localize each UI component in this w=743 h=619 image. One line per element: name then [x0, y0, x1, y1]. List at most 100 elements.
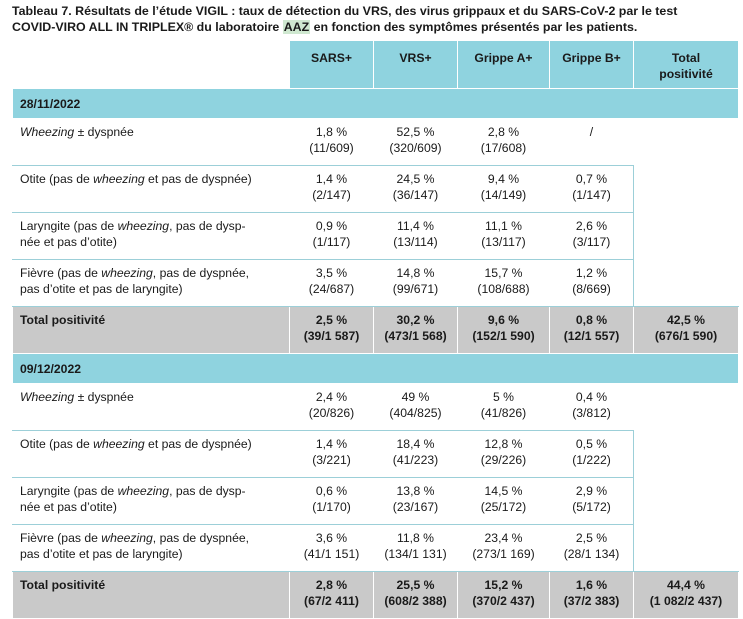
- cell-grippe-a-ratio: (25/172): [480, 500, 527, 514]
- cell-grippe-b-ratio: (3/117): [572, 235, 611, 249]
- cell-grippe-a-percent: 15,7 %: [484, 266, 523, 280]
- total-positivite-ratio: (676/1 590): [654, 329, 718, 343]
- symptom-label: Otite (pas de wheezing et pas de dyspnée…: [12, 430, 290, 478]
- symptom-label-pre: Fièvre (pas de: [20, 266, 102, 280]
- cell-sars-ratio: (3/221): [312, 453, 351, 467]
- cell-sars-percent: 2,4 %: [315, 390, 348, 404]
- cell-vrs-percent: 11,8 %: [396, 531, 435, 545]
- cell-grippe-a-percent: 9,4 %: [487, 172, 520, 186]
- cell-sars-percent: 0,9 %: [315, 219, 348, 233]
- cell-sars: 0,6 % (1/170): [289, 477, 374, 525]
- cell-sars: 0,9 % (1/117): [289, 212, 374, 260]
- date-row: 28/11/2022: [12, 88, 739, 119]
- symptom-label-em: wheezing: [117, 219, 170, 233]
- symptom-label-line-1: Laryngite (pas de wheezing, pas de dysp-: [20, 218, 283, 234]
- total-grippe-a-ratio: (152/1 590): [472, 329, 535, 343]
- cell-vrs: 11,4 % (13/114): [373, 212, 458, 260]
- section-date: 28/11/2022: [12, 88, 739, 119]
- date-row: 09/12/2022: [12, 353, 739, 384]
- table-row: Otite (pas de wheezing et pas de dyspnée…: [12, 430, 739, 478]
- symptom-label-pre: Otite (pas de: [20, 437, 94, 451]
- total-sars-percent: 2,5 %: [315, 313, 348, 327]
- symptom-label: Otite (pas de wheezing et pas de dyspnée…: [12, 165, 290, 213]
- total-grippe-a-percent: 9,6 %: [487, 313, 520, 327]
- cell-vrs: 52,5 % (320/609): [373, 118, 458, 166]
- table-row: Otite (pas de wheezing et pas de dyspnée…: [12, 165, 739, 213]
- cell-grippe-a-ratio: (273/1 169): [472, 547, 535, 561]
- table-caption: Tableau 7. Résultats de l’étude VIGIL : …: [12, 3, 738, 35]
- symptom-label-post: , pas de dysp-: [169, 484, 246, 498]
- symptom-label-line-1: Wheezing ± dyspnée: [20, 389, 283, 405]
- total-row: Total positivité 2,8 % (67/2 411) 25,5 % (60…: [12, 571, 739, 619]
- cell-grippe-a-percent: 5 %: [492, 390, 514, 404]
- symptom-label-line-1: Wheezing ± dyspnée: [20, 124, 283, 140]
- caption-line-2: COVID-VIRO ALL IN TRIPLEX® du laboratoir…: [12, 19, 738, 35]
- symptom-label-post: et pas de dyspnée): [144, 437, 252, 451]
- cell-grippe-a-percent: 23,4 %: [484, 531, 523, 545]
- symptom-label-pre: Laryngite (pas de: [20, 219, 118, 233]
- cell-grippe-b: 1,2 % (8/669): [549, 259, 634, 307]
- cell-grippe-a-ratio: (17/608): [480, 141, 527, 155]
- cell-vrs-percent: 18,4 %: [396, 437, 435, 451]
- symptom-label-em: wheezing: [93, 172, 145, 186]
- cell-grippe-b-percent: 0,4 %: [575, 390, 608, 404]
- total-grippe-a-percent: 15,2 %: [484, 578, 523, 592]
- cell-grippe-a-ratio: (14/149): [480, 188, 527, 202]
- total-grippe-b-percent: 1,6 %: [575, 578, 608, 592]
- total-label: Total positivité: [12, 306, 290, 354]
- cell-grippe-a-ratio: (29/226): [480, 453, 527, 467]
- table-row: Laryngite (pas de wheezing, pas de dysp-…: [12, 477, 739, 525]
- cell-sars-ratio: (24/687): [308, 282, 355, 296]
- symptom-label: Laryngite (pas de wheezing, pas de dysp-…: [12, 477, 290, 525]
- total-row: Total positivité 2,5 % (39/1 587) 30,2 % (47…: [12, 306, 739, 354]
- cell-grippe-a: 5 % (41/826): [457, 383, 550, 431]
- total-sars-percent: 2,8 %: [315, 578, 348, 592]
- total-sars-ratio: (39/1 587): [303, 329, 360, 343]
- total-empty-cell: [633, 118, 739, 307]
- cell-grippe-a-percent: 14,5 %: [484, 484, 523, 498]
- total-grippe-b: 1,6 % (37/2 383): [549, 571, 634, 619]
- cell-vrs-ratio: (320/609): [389, 141, 442, 155]
- cell-grippe-b-percent: 2,9 %: [575, 484, 608, 498]
- symptom-label-line-1: Otite (pas de wheezing et pas de dyspnée…: [20, 436, 283, 452]
- total-grippe-b-ratio: (37/2 383): [563, 594, 620, 608]
- symptom-label-em: wheezing: [101, 266, 153, 280]
- cell-vrs-ratio: (134/1 131): [384, 547, 447, 561]
- table-row: Wheezing ± dyspnée 1,8 % (11/609) 52,5 % (32…: [12, 118, 739, 307]
- section-date: 09/12/2022: [12, 353, 739, 384]
- cell-grippe-b-ratio: (8/669): [572, 282, 611, 296]
- cell-grippe-b-percent: 0,5 %: [575, 437, 608, 451]
- cell-sars-ratio: (41/1 151): [303, 547, 360, 561]
- cell-grippe-a: 9,4 % (14/149): [457, 165, 550, 213]
- caption-line-2-pre: COVID-VIRO ALL IN TRIPLEX® du laboratoir…: [12, 20, 283, 34]
- cell-grippe-a: 11,1 % (13/117): [457, 212, 550, 260]
- symptom-label-post: ± dyspnée: [74, 125, 134, 139]
- symptom-label-post: , pas de dyspnée,: [152, 266, 250, 280]
- header-total: Total positivité: [633, 40, 739, 89]
- total-vrs: 25,5 % (608/2 388): [373, 571, 458, 619]
- total-grippe-b-ratio: (12/1 557): [563, 329, 620, 343]
- table-row: Wheezing ± dyspnée 2,4 % (20/826) 49 % (404/…: [12, 383, 739, 572]
- symptom-label-pre: Otite (pas de: [20, 172, 94, 186]
- symptom-label-post: , pas de dysp-: [169, 219, 246, 233]
- symptom-label-line-1: Fièvre (pas de wheezing, pas de dyspnée,: [20, 265, 283, 281]
- cell-sars: 2,4 % (20/826): [289, 383, 374, 431]
- table-row: Laryngite (pas de wheezing, pas de dysp-…: [12, 212, 739, 260]
- header-sars: SARS+: [289, 40, 374, 89]
- symptom-label-line-2: née et pas d’otite): [20, 235, 117, 249]
- symptom-label: Laryngite (pas de wheezing, pas de dysp-…: [12, 212, 290, 260]
- cell-grippe-a: 23,4 % (273/1 169): [457, 524, 550, 572]
- cell-sars: 3,6 % (41/1 151): [289, 524, 374, 572]
- cell-grippe-b-percent: 2,6 %: [575, 219, 608, 233]
- cell-sars-percent: 3,5 %: [315, 266, 348, 280]
- total-positivite-percent: 44,4 %: [667, 578, 705, 592]
- total-grippe-a: 15,2 % (370/2 437): [457, 571, 550, 619]
- cell-grippe-b-percent: 0,7 %: [575, 172, 608, 186]
- cell-sars: 1,4 % (3/221): [289, 430, 374, 478]
- symptom-label-post: , pas de dyspnée,: [152, 531, 250, 545]
- symptom-label-em: wheezing: [101, 531, 153, 545]
- symptom-label-line-1: Otite (pas de wheezing et pas de dyspnée…: [20, 171, 283, 187]
- cell-grippe-a: 12,8 % (29/226): [457, 430, 550, 478]
- cell-grippe-a: 2,8 % (17/608): [457, 118, 550, 166]
- cell-grippe-b: 2,9 % (5/172): [549, 477, 634, 525]
